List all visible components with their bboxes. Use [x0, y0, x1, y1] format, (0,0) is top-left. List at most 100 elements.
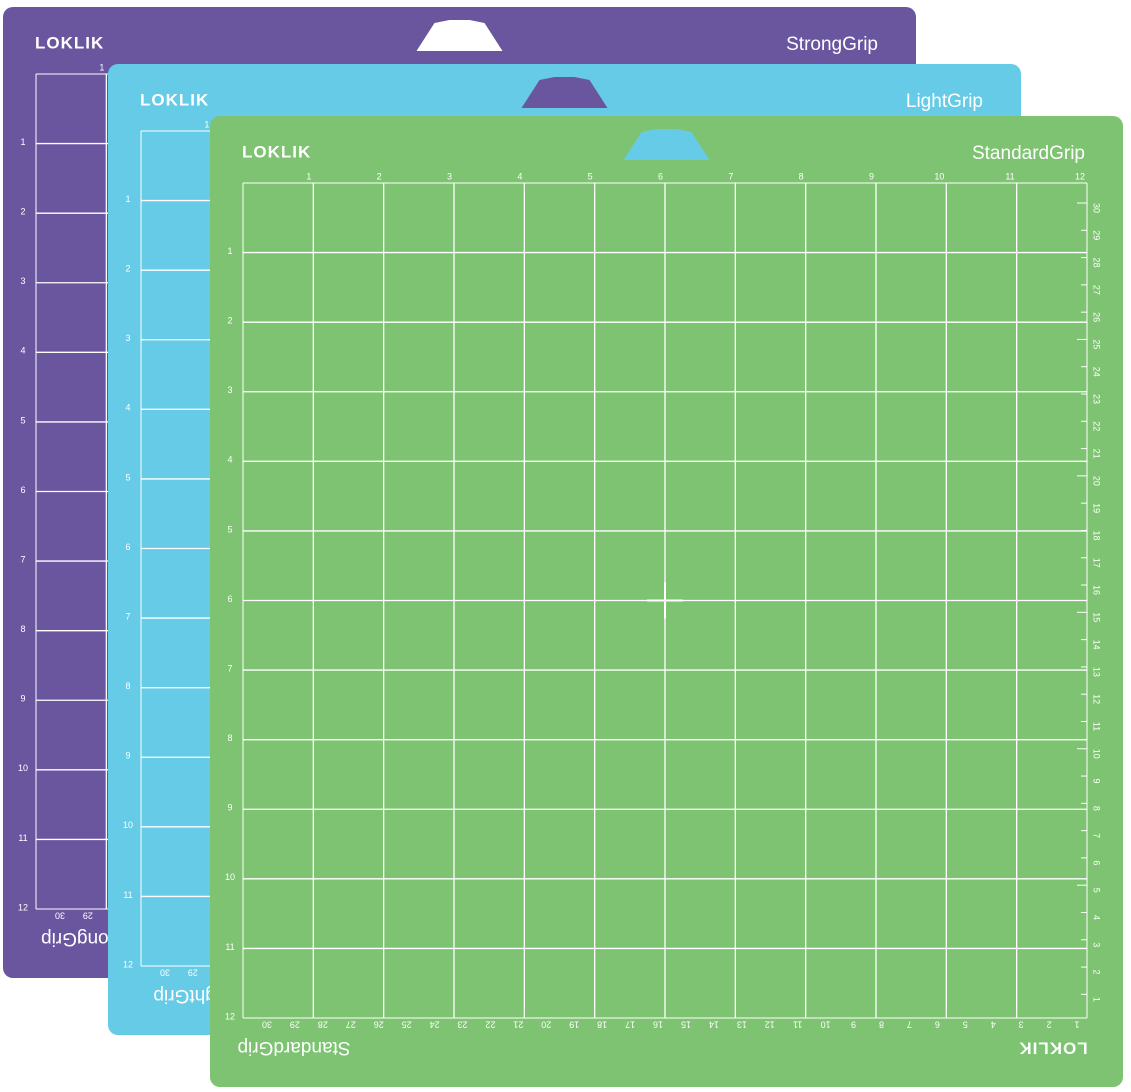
bottom-ruler-label: 13	[737, 1020, 747, 1030]
grip-name: StrongGrip	[786, 34, 878, 55]
right-ruler-label: 4	[1092, 915, 1102, 920]
left-ruler-label: 9	[125, 751, 130, 761]
bottom-ruler-label: 4	[991, 1020, 996, 1030]
right-ruler-label: 6	[1092, 860, 1102, 865]
hang-notch	[416, 20, 503, 51]
right-ruler-label: 5	[1092, 888, 1102, 893]
right-ruler-label: 27	[1092, 285, 1102, 295]
right-ruler-label: 10	[1092, 749, 1102, 759]
bottom-ruler-label: 6	[935, 1020, 940, 1030]
bottom-ruler-label: 29	[83, 911, 93, 921]
bottom-ruler-label: 17	[625, 1020, 635, 1030]
bottom-ruler-label: 27	[346, 1020, 356, 1030]
top-ruler-label: 8	[799, 171, 804, 181]
right-ruler-label: 29	[1092, 230, 1102, 240]
bottom-ruler-label: 5	[963, 1020, 968, 1030]
brand: LOKLIK	[140, 90, 209, 109]
right-ruler-label: 9	[1092, 779, 1102, 784]
left-ruler-label: 11	[123, 890, 132, 900]
bottom-ruler-label: 11	[793, 1020, 802, 1030]
bottom-ruler-label: 19	[569, 1020, 579, 1030]
left-ruler-label: 4	[125, 403, 130, 413]
left-ruler-label: 8	[125, 681, 130, 691]
right-ruler-label: 18	[1092, 530, 1102, 540]
left-ruler-label: 9	[227, 803, 232, 813]
bottom-ruler-label: 24	[430, 1020, 440, 1030]
bottom-ruler-label: 20	[541, 1020, 551, 1030]
right-ruler-label: 13	[1092, 667, 1102, 677]
left-ruler-label: 8	[20, 624, 25, 634]
left-ruler-label: 1	[125, 194, 130, 204]
left-ruler-label: 3	[227, 385, 232, 395]
grip-name-mirrored: StandardGrip	[237, 1037, 350, 1058]
left-ruler-label: 6	[20, 485, 25, 495]
bottom-ruler-label: 15	[681, 1020, 691, 1030]
right-ruler-label: 17	[1092, 558, 1102, 568]
right-ruler-label: 14	[1092, 640, 1102, 650]
bottom-ruler-label: 9	[851, 1020, 856, 1030]
top-ruler-label: 10	[934, 171, 944, 181]
bottom-ruler-label: 3	[1019, 1020, 1024, 1030]
bottom-ruler-label: 10	[821, 1020, 831, 1030]
top-ruler-label: 2	[377, 171, 382, 181]
top-ruler-label: 3	[447, 171, 452, 181]
bottom-ruler-label: 30	[262, 1020, 272, 1030]
left-ruler-label: 7	[227, 663, 232, 673]
left-ruler-label: 11	[18, 833, 27, 843]
bottom-ruler-label: 2	[1047, 1020, 1052, 1030]
grip-name: StandardGrip	[972, 143, 1085, 164]
right-ruler-label: 24	[1092, 367, 1102, 377]
bottom-ruler-label: 30	[160, 968, 170, 978]
hang-notch	[521, 77, 608, 108]
bottom-ruler-label: 23	[457, 1020, 467, 1030]
bottom-ruler-label: 12	[765, 1020, 775, 1030]
left-ruler-label: 5	[227, 524, 232, 534]
bottom-ruler-label: 8	[879, 1020, 884, 1030]
left-ruler-label: 7	[125, 611, 130, 621]
top-ruler-label: 1	[306, 171, 311, 181]
right-ruler-label: 16	[1092, 585, 1102, 595]
left-ruler-label: 4	[20, 346, 25, 356]
brand-mirrored: LOKLIK	[1018, 1039, 1087, 1058]
bottom-ruler-label: 22	[485, 1020, 495, 1030]
left-ruler-label: 10	[18, 763, 28, 773]
top-ruler-label: 7	[728, 171, 733, 181]
right-ruler-label: 30	[1092, 203, 1102, 213]
bottom-ruler-label: 7	[907, 1020, 912, 1030]
top-ruler-label: 1	[204, 119, 209, 129]
left-ruler-label: 12	[18, 902, 28, 912]
right-ruler-label: 21	[1092, 449, 1102, 459]
top-ruler-label: 5	[588, 171, 593, 181]
left-ruler-label: 1	[20, 137, 25, 147]
right-ruler-label: 23	[1092, 394, 1102, 404]
left-ruler-label: 8	[227, 733, 232, 743]
bottom-ruler-label: 26	[374, 1020, 384, 1030]
left-ruler-label: 6	[227, 594, 232, 604]
left-ruler-label: 5	[20, 415, 25, 425]
grip-name: LightGrip	[906, 91, 983, 112]
left-ruler-label: 3	[125, 333, 130, 343]
brand: LOKLIK	[242, 142, 311, 161]
bottom-ruler-label: 14	[709, 1020, 719, 1030]
right-ruler-label: 1	[1092, 997, 1102, 1002]
left-ruler-label: 2	[20, 207, 25, 217]
bottom-ruler-label: 29	[188, 968, 198, 978]
right-ruler-label: 12	[1092, 694, 1102, 704]
left-ruler-label: 5	[125, 472, 130, 482]
top-ruler-label: 6	[658, 171, 663, 181]
right-ruler-label: 25	[1092, 339, 1102, 349]
bottom-ruler-label: 16	[653, 1020, 663, 1030]
mat: LOKLIK StandardGrip1122334455667788991010…	[210, 116, 1123, 1087]
left-ruler-label: 12	[123, 959, 133, 969]
right-ruler-label: 26	[1092, 312, 1102, 322]
left-ruler-label: 2	[227, 316, 232, 326]
top-ruler-label: 1	[99, 62, 104, 72]
left-ruler-label: 1	[227, 246, 232, 256]
right-ruler-label: 3	[1092, 942, 1102, 947]
right-ruler-label: 7	[1092, 833, 1102, 838]
right-ruler-label: 2	[1092, 970, 1102, 975]
bottom-ruler-label: 1	[1074, 1020, 1079, 1030]
top-ruler-label: 4	[517, 171, 522, 181]
brand: LOKLIK	[35, 33, 104, 52]
